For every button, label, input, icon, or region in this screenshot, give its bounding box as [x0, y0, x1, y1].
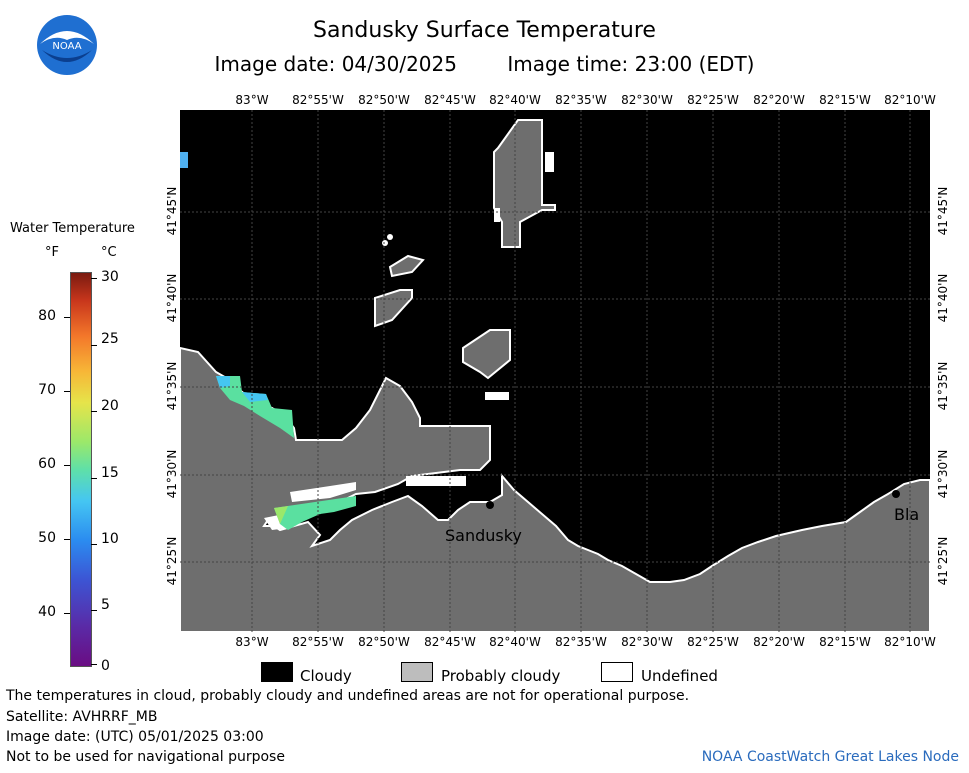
lat-label: 41°35'N: [165, 361, 179, 411]
tick-c: 5: [101, 597, 110, 613]
tick-f: 70: [38, 382, 56, 398]
footer-satellite: Satellite: AVHRRF_MB: [6, 709, 158, 725]
legend-swatch-probably-cloudy: [401, 662, 433, 682]
lon-label: 82°40'W: [489, 93, 541, 107]
lon-label: 82°30'W: [621, 635, 673, 649]
lon-label: 82°20'W: [753, 93, 805, 107]
tick-f: 80: [38, 308, 56, 324]
undefined-area: [545, 152, 554, 172]
lon-label: 82°40'W: [489, 635, 541, 649]
lon-label: 82°10'W: [884, 635, 936, 649]
lat-label: 41°30'N: [165, 449, 179, 499]
lon-label: 82°15'W: [819, 635, 871, 649]
unit-celsius: °C: [101, 245, 117, 260]
temperature-pixels: [274, 506, 288, 524]
unit-fahrenheit: °F: [45, 245, 59, 260]
undefined-area: [494, 208, 500, 222]
lat-label: 41°45'N: [936, 186, 950, 236]
lat-label: 41°30'N: [936, 449, 950, 499]
temperature-pixels: [242, 392, 268, 402]
footer-utc-date: Image date: (UTC) 05/01/2025 03:00: [6, 729, 264, 745]
legend-swatch-cloudy: [261, 662, 293, 682]
noaa-logo-icon: NOAA: [36, 14, 98, 76]
undefined-area: [382, 240, 388, 246]
image-date: Image date: 04/30/2025: [214, 52, 457, 76]
lon-label: 82°25'W: [687, 93, 739, 107]
undefined-area: [485, 392, 509, 400]
lon-label: 83°W: [235, 93, 269, 107]
temperature-pixels: [216, 376, 230, 388]
lon-label: 82°35'W: [555, 93, 607, 107]
city-marker-bla: [892, 490, 900, 498]
lon-label: 82°50'W: [358, 93, 410, 107]
lat-label: 41°25'N: [936, 536, 950, 586]
graticule: [180, 110, 930, 632]
temperature-map: Sandusky Bla: [180, 110, 930, 632]
tick-c: 0: [101, 658, 110, 674]
lon-label: 82°55'W: [292, 93, 344, 107]
lat-label: 41°40'N: [165, 273, 179, 323]
legend-label-undefined: Undefined: [641, 667, 718, 685]
lon-label: 82°30'W: [621, 93, 673, 107]
legend-swatch-undefined: [601, 662, 633, 682]
lon-label: 82°45'W: [424, 93, 476, 107]
footer-disclaimer: The temperatures in cloud, probably clou…: [6, 688, 690, 704]
land-area: [180, 346, 930, 632]
lon-label: 82°55'W: [292, 635, 344, 649]
image-time: Image time: 23:00 (EDT): [507, 52, 755, 76]
tick-c: 25: [101, 331, 119, 347]
tick-c: 10: [101, 531, 119, 547]
lat-label: 41°40'N: [936, 273, 950, 323]
temperature-pixels: [180, 152, 188, 168]
legend-label-cloudy: Cloudy: [300, 667, 352, 685]
logo-text: NOAA: [52, 41, 81, 52]
colorbar-title: Water Temperature: [10, 221, 135, 236]
place-label-bla: Bla: [894, 505, 919, 524]
probably-cloudy-area: [462, 329, 511, 380]
temperature-pixels: [274, 496, 356, 530]
lon-label: 82°50'W: [358, 635, 410, 649]
lon-label: 82°20'W: [753, 635, 805, 649]
lon-label: 82°25'W: [687, 635, 739, 649]
tick-c: 20: [101, 398, 119, 414]
tick-f: 50: [38, 530, 56, 546]
colorbar: [70, 272, 92, 667]
probably-cloudy-area: [388, 254, 425, 278]
tick-c: 15: [101, 465, 119, 481]
lon-label: 82°35'W: [555, 635, 607, 649]
lon-label: 82°15'W: [819, 93, 871, 107]
tick-c: 30: [101, 269, 119, 285]
lon-label: 82°45'W: [424, 635, 476, 649]
undefined-area: [290, 482, 356, 502]
tick-f: 40: [38, 604, 56, 620]
lat-label: 41°45'N: [165, 186, 179, 236]
temperature-pixels: [216, 376, 294, 438]
page-title: Sandusky Surface Temperature: [313, 18, 656, 43]
city-marker-sandusky: [486, 501, 494, 509]
legend-label-probably-cloudy: Probably cloudy: [441, 667, 561, 685]
lat-label: 41°35'N: [936, 361, 950, 411]
undefined-area: [387, 234, 393, 240]
footer-node-credit: NOAA CoastWatch Great Lakes Node: [701, 749, 959, 765]
image-datetime: Image date: 04/30/2025 Image time: 23:00…: [0, 52, 969, 76]
place-label-sandusky: Sandusky: [445, 526, 522, 545]
lat-label: 41°25'N: [165, 536, 179, 586]
footer-navigation-warning: Not to be used for navigational purpose: [6, 749, 285, 765]
lon-label: 83°W: [235, 635, 269, 649]
lon-label: 82°10'W: [884, 93, 936, 107]
tick-f: 60: [38, 456, 56, 472]
undefined-area: [406, 476, 466, 486]
